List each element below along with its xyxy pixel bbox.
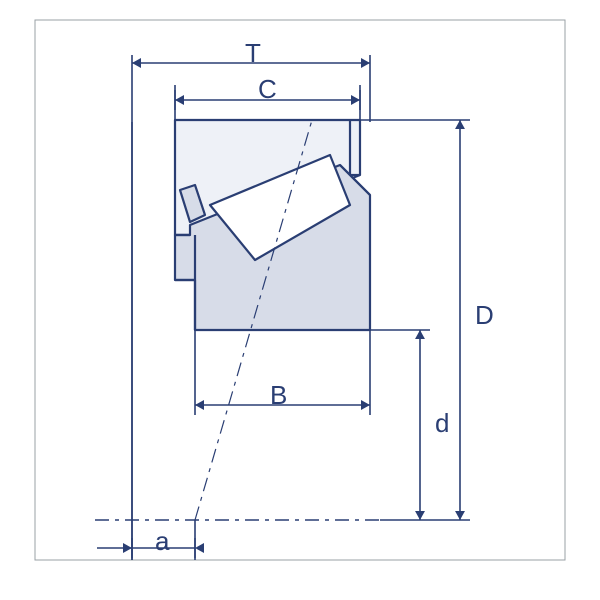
dim-label-a: a: [155, 526, 169, 557]
dim-label-B: B: [270, 380, 287, 411]
dim-label-d: d: [435, 408, 449, 439]
bearing-diagram: T C B a D d: [0, 0, 600, 600]
dim-label-C: C: [258, 74, 277, 105]
diagram-svg: [0, 0, 600, 600]
dim-label-T: T: [245, 38, 261, 69]
dim-label-D: D: [475, 300, 494, 331]
